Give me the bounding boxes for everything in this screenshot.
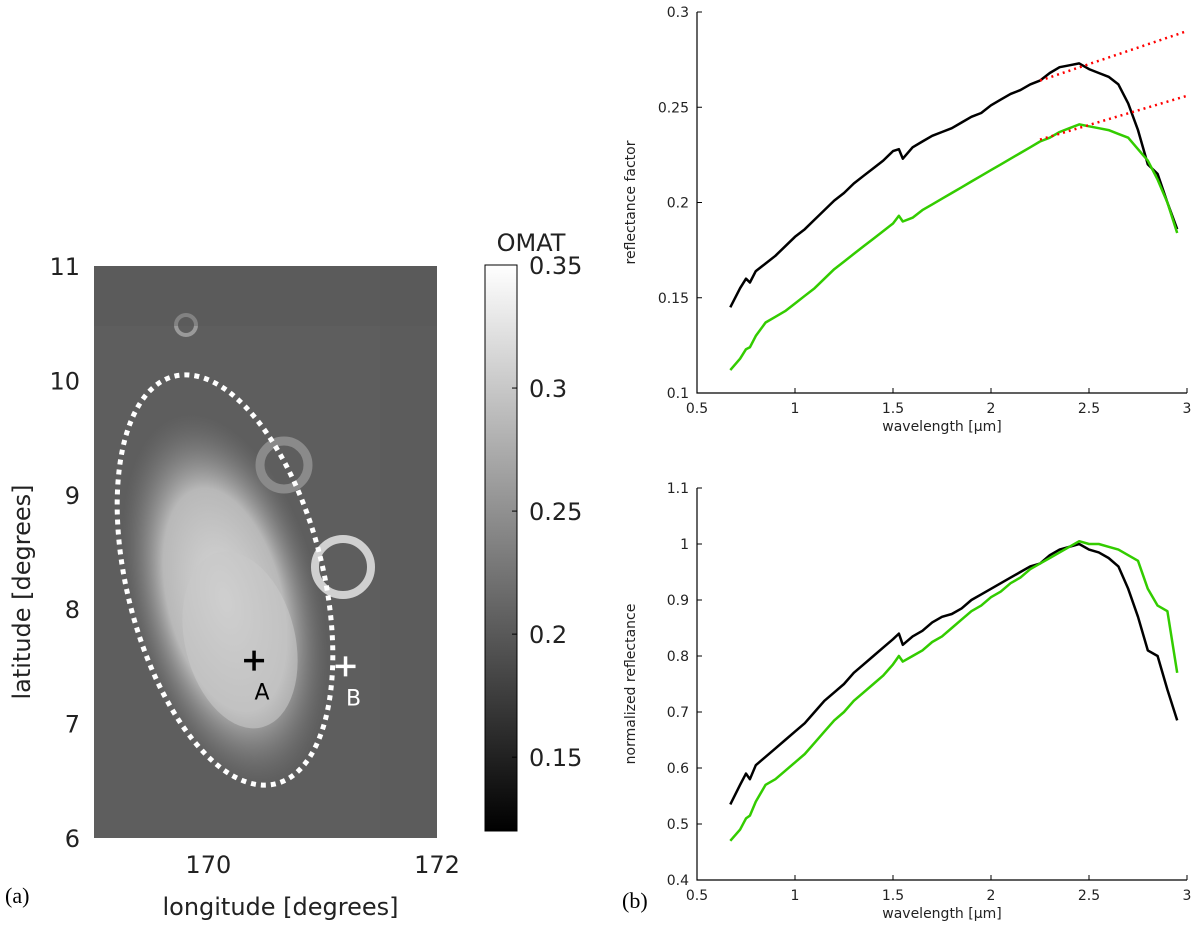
y-tick-label: 0.9 bbox=[667, 593, 689, 609]
colorbar-label: OMAT bbox=[497, 229, 566, 257]
colorbar-tick-label: 0.25 bbox=[529, 498, 582, 526]
crater-dim bbox=[255, 436, 313, 494]
colorbar-gradient bbox=[484, 264, 518, 832]
series-a-line bbox=[729, 62, 1179, 308]
marker-a-cross bbox=[244, 650, 265, 671]
y-tick-label: 0.25 bbox=[658, 100, 689, 116]
x-tick-label: 3 bbox=[1183, 888, 1192, 904]
x-tick-label: 0.5 bbox=[686, 401, 708, 417]
colorbar-tick-label: 0.35 bbox=[529, 252, 582, 280]
x-tick-label: 1.5 bbox=[882, 888, 904, 904]
colorbar-tick-label: 0.2 bbox=[529, 621, 567, 649]
x-tick-label: 2 bbox=[987, 401, 996, 417]
x-tick-label: 1.5 bbox=[882, 401, 904, 417]
series-a-line bbox=[729, 542, 1179, 805]
panel-label-a: (a) bbox=[5, 883, 29, 908]
x-tick-label: 1 bbox=[791, 888, 800, 904]
y-tick-label: 11 bbox=[49, 253, 80, 281]
y-axis-label: normalized reflectance bbox=[623, 604, 639, 765]
y-tick-label: 1 bbox=[680, 537, 689, 553]
x-axis-label: longitude [degrees] bbox=[162, 893, 398, 921]
axes-frame bbox=[696, 488, 1187, 881]
x-tick-label: 2.5 bbox=[1078, 888, 1100, 904]
map-texture bbox=[94, 266, 437, 838]
x-tick-label: 2.5 bbox=[1078, 401, 1100, 417]
marker-b-cross bbox=[335, 656, 356, 677]
series-b-line bbox=[729, 123, 1179, 371]
y-tick-label: 1.1 bbox=[667, 481, 689, 497]
series-b-line bbox=[729, 539, 1179, 842]
y-tick-label: 0.6 bbox=[667, 761, 689, 777]
y-tick-label: 7 bbox=[65, 711, 80, 739]
reflectance-panel: 0.5 1 1.5 2 2.5 3 0.1 0.15 0.2 0.25 0.3 wavelength … bbox=[623, 5, 1191, 435]
omat-map-panel: A B 6 7 8 9 10 11 170 172 longitude [degrees] lati… bbox=[5, 229, 582, 921]
series-continuum-b-line bbox=[1039, 94, 1188, 141]
y-tick-label: 0.1 bbox=[667, 386, 689, 402]
y-tick-label: 0.3 bbox=[667, 5, 689, 21]
normalized-reflectance-panel: 0.5 1 1.5 2 2.5 30.40.50.60.70.80.911.1wavele… bbox=[623, 481, 1191, 922]
region-ellipse bbox=[114, 372, 336, 788]
y-tick-label: 0.5 bbox=[667, 817, 689, 833]
x-tick-label: 3 bbox=[1183, 401, 1192, 417]
colorbar-tick-label: 0.3 bbox=[529, 375, 567, 403]
panel-label-b: (b) bbox=[622, 888, 648, 913]
x-axis-label: wavelength [μm] bbox=[882, 906, 1001, 922]
y-tick-label: 6 bbox=[65, 825, 80, 853]
y-tick-label: 0.4 bbox=[667, 873, 689, 889]
colorbar-tick-label: 0.15 bbox=[529, 744, 582, 772]
y-tick-label: 8 bbox=[65, 596, 80, 624]
y-tick-label: 0.2 bbox=[667, 196, 689, 212]
x-tick-label: 1 bbox=[791, 401, 800, 417]
x-tick-label: 170 bbox=[185, 851, 231, 879]
x-tick-label: 0.5 bbox=[686, 888, 708, 904]
x-axis-label: wavelength [μm] bbox=[882, 419, 1001, 435]
y-tick-label: 0.7 bbox=[667, 705, 689, 721]
x-tick-label: 2 bbox=[987, 888, 996, 904]
axes-frame bbox=[696, 12, 1187, 394]
crater-small bbox=[174, 313, 198, 337]
y-tick-label: 0.8 bbox=[667, 649, 689, 665]
crater-bright bbox=[311, 535, 375, 599]
x-tick-label: 172 bbox=[414, 851, 460, 879]
y-tick-label: 10 bbox=[49, 367, 80, 395]
series-continuum-a-line bbox=[1039, 29, 1188, 82]
y-axis-label: reflectance factor bbox=[623, 140, 639, 264]
y-axis-label: latitude [degrees] bbox=[8, 484, 36, 699]
y-tick-label: 9 bbox=[65, 482, 80, 510]
y-tick-label: 0.15 bbox=[658, 291, 689, 307]
marker-b-label: B bbox=[346, 686, 361, 711]
marker-a-label: A bbox=[255, 681, 270, 706]
